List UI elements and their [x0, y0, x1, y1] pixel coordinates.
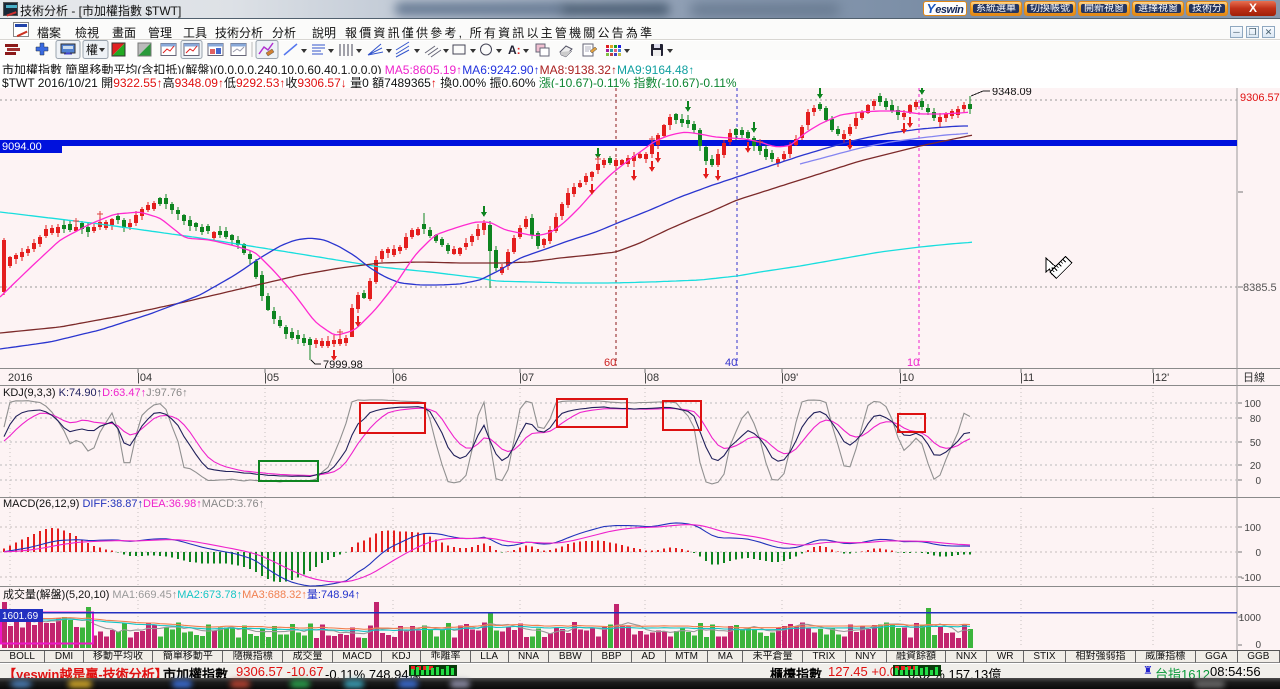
svg-text:50: 50 [1250, 438, 1262, 449]
svg-text:60: 60 [604, 357, 616, 369]
svg-text:|11: |11 [1020, 372, 1034, 384]
svg-text:9094.00: 9094.00 [2, 141, 42, 153]
svg-text:0: 0 [1255, 476, 1261, 487]
svg-text:|09': |09' [781, 372, 798, 384]
svg-text:|07: |07 [519, 372, 534, 384]
svg-text:|10: |10 [899, 372, 914, 384]
svg-text:|04: |04 [137, 372, 152, 384]
svg-text:1601.69: 1601.69 [2, 611, 39, 622]
svg-text:2016: 2016 [8, 372, 32, 384]
svg-text:|08: |08 [644, 372, 659, 384]
svg-text:MACD(26,12,9) DIFF:38.87↑DEA:3: MACD(26,12,9) DIFF:38.87↑DEA:36.98↑MACD:… [3, 498, 264, 510]
svg-text:8385.5: 8385.5 [1243, 282, 1277, 294]
svg-text:成交量(解盤)(5,20,10) MA1:669.45↑MA: 成交量(解盤)(5,20,10) MA1:669.45↑MA2:673.78↑M… [3, 587, 360, 601]
svg-text:1000: 1000 [1239, 613, 1262, 624]
svg-text:10: 10 [907, 357, 919, 369]
svg-text:日線: 日線 [1243, 370, 1265, 384]
svg-text:0: 0 [1255, 640, 1261, 650]
svg-text:-100: -100 [1241, 573, 1261, 584]
svg-text:|05: |05 [264, 372, 279, 384]
svg-text:9306.57: 9306.57 [1240, 92, 1280, 104]
svg-text:100: 100 [1244, 399, 1261, 410]
svg-text:40: 40 [725, 357, 737, 369]
svg-text:KDJ(9,3,3) K:74.90↑D:63.47↑J:9: KDJ(9,3,3) K:74.90↑D:63.47↑J:97.76↑ [3, 387, 188, 399]
svg-text:20: 20 [1250, 461, 1262, 472]
svg-text:80: 80 [1250, 414, 1262, 425]
svg-text:100: 100 [1244, 523, 1261, 534]
svg-text:7999.98: 7999.98 [323, 359, 363, 371]
svg-text:|06: |06 [392, 372, 407, 384]
svg-text:0: 0 [1255, 548, 1261, 559]
svg-text:9348.09: 9348.09 [992, 88, 1032, 98]
svg-text:|12': |12' [1152, 372, 1169, 384]
svg-text:權: 權 [86, 43, 98, 57]
svg-text:A:: A: [508, 43, 521, 57]
